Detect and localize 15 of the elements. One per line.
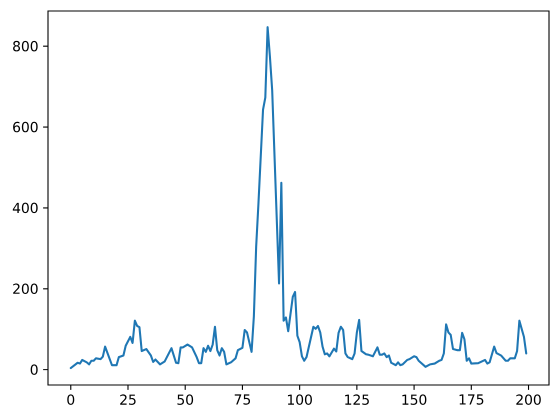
line-series — [70, 26, 528, 370]
x-tick-label: 200 — [516, 394, 541, 405]
x-tick-label: 50 — [177, 394, 194, 405]
x-tick-label: 25 — [120, 394, 136, 405]
y-tick-label: 200 — [13, 284, 38, 294]
y-tick-label: 600 — [13, 122, 38, 132]
x-tick-label: 75 — [234, 394, 250, 405]
x-tick-label: 100 — [288, 394, 312, 405]
x-tick-label: 125 — [345, 394, 369, 405]
x-tick-label: 150 — [402, 394, 426, 405]
x-tick-label: 175 — [460, 394, 484, 405]
y-tick-label: 400 — [12, 202, 38, 214]
y-tick-label: 0 — [30, 364, 38, 375]
x-tick-label: 0 — [67, 394, 74, 405]
y-tick-label: 800 — [13, 40, 38, 52]
